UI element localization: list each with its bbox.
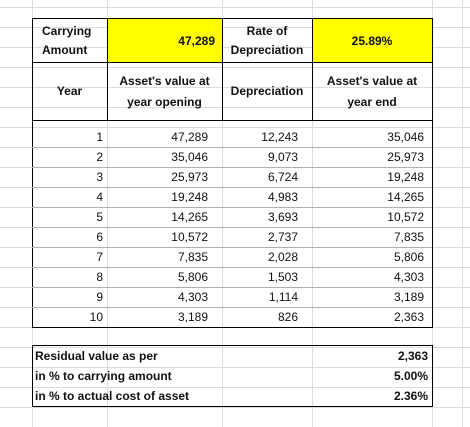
amount: 19,248: [171, 190, 208, 204]
border: [312, 18, 313, 120]
amount: 2,737: [267, 230, 298, 244]
column-header: Asset's value at: [326, 73, 418, 88]
summary-label: in % to actual cost of asset: [35, 389, 190, 403]
amount: 2,028: [267, 250, 298, 264]
year: 4: [96, 190, 103, 204]
row-border: [32, 267, 432, 268]
column-header: Asset's value at: [119, 73, 210, 88]
rate-label: Rate of: [246, 23, 288, 38]
amount: 3,189: [393, 290, 424, 304]
amount: 4,303: [177, 290, 208, 304]
amount: 9,073: [267, 150, 298, 164]
rate: 25.89%: [351, 34, 393, 48]
border: [107, 18, 108, 120]
border: [32, 120, 433, 121]
row-border: [32, 227, 432, 228]
carrying-label: Amount: [42, 42, 88, 57]
column-header: year end: [347, 94, 397, 109]
summary-value: 2.36%: [393, 389, 428, 403]
year: 9: [96, 290, 103, 304]
amount: 19,248: [387, 170, 424, 184]
amount: 47,289: [171, 130, 208, 144]
year: 8: [96, 270, 103, 284]
amount: 25,973: [171, 170, 208, 184]
row-border: [32, 307, 432, 308]
amount: 12,243: [261, 130, 298, 144]
row-border: [32, 167, 432, 168]
row-border: [32, 287, 432, 288]
carrying-label: Carrying: [42, 23, 92, 38]
rate-label: Depreciation: [230, 42, 304, 57]
grid-line: [312, 0, 313, 427]
amount: 2,363: [393, 310, 424, 324]
amount: 3,693: [267, 210, 298, 224]
amount: 4,983: [267, 190, 298, 204]
amount: 10,572: [387, 210, 424, 224]
summary-border: [32, 345, 433, 407]
column-header: Year: [56, 84, 83, 98]
year: 1: [96, 130, 103, 144]
border: [32, 62, 433, 63]
amount: 7,835: [177, 250, 208, 264]
summary-value: 2,363: [397, 349, 428, 363]
column-header: year opening: [127, 94, 202, 109]
amount: 1,503: [267, 270, 298, 284]
amount: 1,114: [268, 290, 298, 304]
amount: 826: [277, 310, 298, 324]
amount: 35,046: [387, 130, 424, 144]
summary-label: in % to carrying amount: [35, 369, 172, 383]
table-border: [32, 18, 433, 328]
year: 5: [96, 210, 103, 224]
summary-value: 5.00%: [393, 369, 428, 383]
carrying-amount: 47,289: [178, 34, 215, 48]
row-border: [32, 207, 432, 208]
year: 10: [89, 310, 103, 324]
highlight: [108, 19, 222, 62]
amount: 4,303: [393, 270, 424, 284]
amount: 6,724: [267, 170, 298, 184]
amount: 5,806: [393, 250, 424, 264]
amount: 10,572: [171, 230, 208, 244]
amount: 7,835: [393, 230, 424, 244]
column-header: Depreciation: [230, 84, 304, 98]
grid-line: [462, 0, 463, 427]
grid-line: [222, 0, 223, 427]
row-border: [32, 187, 432, 188]
year: 6: [96, 230, 103, 244]
border: [222, 18, 223, 120]
amount: 35,046: [171, 150, 208, 164]
amount: 25,973: [387, 150, 424, 164]
amount: 5,806: [177, 270, 208, 284]
year: 2: [96, 150, 103, 164]
amount: 3,189: [177, 310, 208, 324]
grid-line: [107, 0, 108, 427]
year: 3: [96, 170, 103, 184]
highlight: [313, 19, 432, 62]
year: 7: [96, 250, 103, 264]
row-border: [32, 147, 432, 148]
summary-label: Residual value as per: [35, 349, 158, 363]
amount: 14,265: [387, 190, 424, 204]
amount: 14,265: [171, 210, 208, 224]
row-border: [32, 247, 432, 248]
